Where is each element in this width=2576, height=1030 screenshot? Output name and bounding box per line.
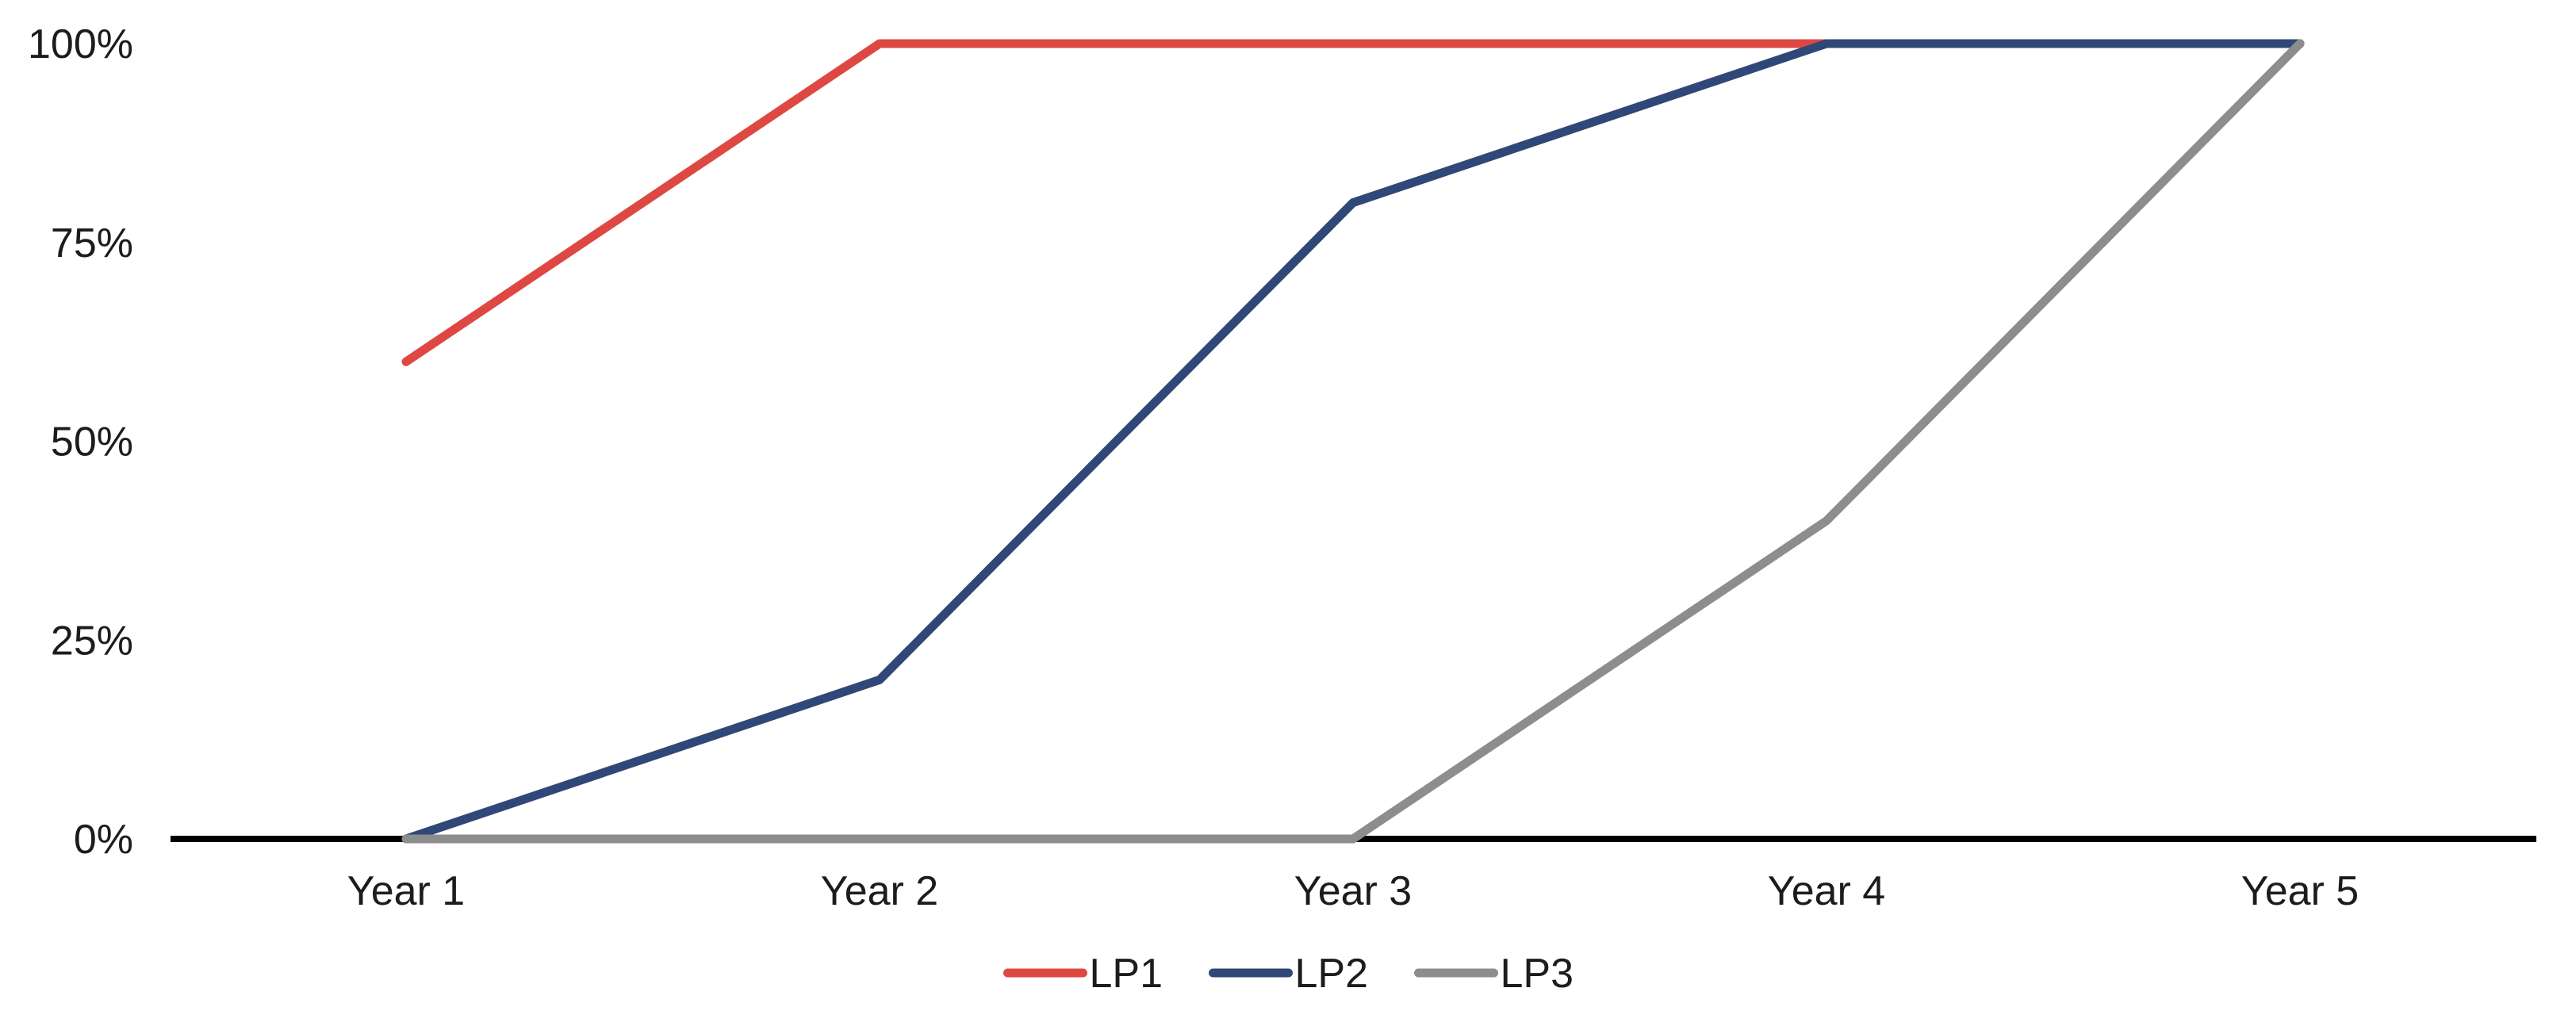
x-axis-tick-label: Year 5 bbox=[2241, 868, 2359, 914]
x-axis-tick-label: Year 2 bbox=[821, 868, 938, 914]
legend-label: LP1 bbox=[1090, 951, 1163, 997]
legend-item-lp3: LP3 bbox=[1414, 951, 1574, 997]
x-axis-labels: Year 1 Year 2 Year 3 Year 4 Year 5 bbox=[347, 868, 2359, 914]
y-axis-tick-label: 75% bbox=[51, 220, 133, 266]
plot-lines bbox=[401, 39, 2305, 844]
x-axis-tick-label: Year 3 bbox=[1294, 868, 1412, 914]
x-axis-tick-label: Year 1 bbox=[347, 868, 465, 914]
y-axis-tick-label: 50% bbox=[51, 419, 133, 465]
y-axis-tick-label: 100% bbox=[28, 21, 133, 67]
legend: LP1 LP2 LP3 bbox=[1003, 951, 1574, 997]
legend-label: LP3 bbox=[1501, 951, 1574, 997]
legend-item-lp2: LP2 bbox=[1209, 951, 1369, 997]
series-line-lp3 bbox=[401, 39, 2305, 844]
series-line-lp2 bbox=[401, 39, 2305, 844]
y-axis-labels: 0% 25% 50% 75% 100% bbox=[28, 21, 133, 863]
x-axis-tick-label: Year 4 bbox=[1768, 868, 1885, 914]
legend-label: LP2 bbox=[1295, 951, 1369, 997]
y-axis-tick-label: 25% bbox=[51, 618, 133, 664]
y-axis-tick-label: 0% bbox=[74, 817, 133, 863]
legend-item-lp1: LP1 bbox=[1003, 951, 1163, 997]
